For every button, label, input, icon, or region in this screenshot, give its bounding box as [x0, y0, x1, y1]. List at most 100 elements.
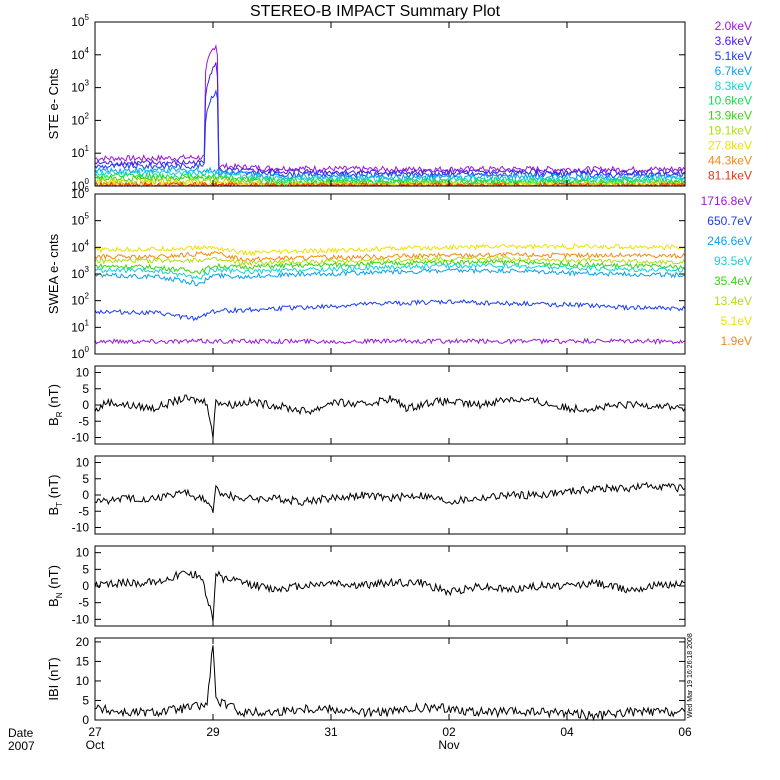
series-ste-10.6keV — [94, 171, 686, 186]
ytick-label-swea: 105 — [71, 212, 89, 228]
ytick-label-bn: 10 — [76, 546, 90, 560]
ytick-label-bmag: 10 — [76, 674, 90, 688]
legend-ste-entry: 10.6keV — [708, 94, 752, 108]
series-swea-650.7eV — [94, 298, 686, 322]
axis-box-bmag — [94, 637, 686, 721]
series-swea-5.1eV — [94, 243, 686, 257]
ytick-label-br: -10 — [72, 431, 90, 445]
legend-ste-entry: 2.0keV — [715, 19, 752, 33]
series-ste-3.6keV — [94, 62, 686, 177]
legend-ste-entry: 13.9keV — [708, 109, 752, 123]
legend-swea-entry: 650.7eV — [707, 214, 752, 228]
series-ste-2.0keV — [94, 43, 686, 174]
xtick-label: 27 — [88, 725, 102, 739]
timestamp-stamp: Wed Mar 19 16:26:18 2008 — [687, 633, 694, 718]
panel-bt: -10 -5 0 5 10 BT (nT) — [46, 455, 686, 535]
ytick-label-swea: 103 — [71, 265, 89, 281]
legend-ste-entry: 3.6keV — [715, 34, 752, 48]
x-axis-year-label: 2007 — [8, 739, 35, 753]
ylabel-bt: BT (nT) — [46, 474, 64, 515]
axis-box-swea — [94, 193, 686, 355]
legend-swea-entry: 5.1eV — [721, 314, 752, 328]
xtick-label: 02 — [442, 725, 456, 739]
series-swea-13.4eV — [94, 255, 686, 267]
legend-ste-entry: 8.3keV — [715, 79, 752, 93]
legend-ste-entry: 81.1keV — [708, 168, 752, 182]
ytick-label-swea: 100 — [71, 345, 89, 361]
axis-box-bn — [94, 545, 686, 627]
ytick-label-swea: 102 — [71, 292, 89, 308]
ytick-label-bt: 5 — [82, 472, 89, 486]
xtick-month-label: Oct — [86, 738, 105, 752]
legend-swea-entry: 93.5eV — [714, 254, 752, 268]
ytick-label-swea: 106 — [71, 185, 89, 201]
series-bt-b — [94, 481, 686, 513]
ytick-label-bt: -10 — [72, 521, 90, 535]
panel-bn: -10 -5 0 5 10 BN (nT) — [46, 545, 686, 627]
ytick-label-bn: 0 — [82, 579, 89, 593]
axis-box-bt — [94, 455, 686, 535]
ytick-label-ste: 103 — [71, 79, 89, 95]
ytick-label-bt: 0 — [82, 488, 89, 502]
ylabel-swea: SWEA e- cnts — [46, 233, 61, 314]
x-axis-date-label: Date — [8, 726, 34, 740]
series-swea-1.9eV — [94, 250, 686, 263]
panel-ste: 100 101 102 103 104 105 STE e- Cnts 2.0keV3.6ke… — [46, 13, 752, 193]
ytick-label-bmag: 0 — [82, 713, 89, 727]
series-bmag-b — [94, 645, 686, 722]
ytick-label-br: -5 — [78, 414, 89, 428]
xtick-label: 31 — [324, 725, 338, 739]
panel-bmag: 0 5 10 15 20 IBI (nT) — [46, 635, 686, 727]
series-ste-5.1keV — [94, 89, 686, 179]
legend-swea-entry: 246.6eV — [707, 234, 752, 248]
xtick-label: 04 — [560, 725, 574, 739]
x-axis-labels: Date 2007 — [8, 726, 35, 753]
panel-swea: 100 101 102 103 104 105 106 SWEA e- cnts 1716.8e… — [46, 185, 752, 361]
legend-swea-entry: 1.9eV — [721, 334, 752, 348]
series-swea-246.6eV — [94, 267, 686, 287]
series-swea-93.5eV — [94, 262, 686, 280]
legend-swea-entry: 35.4eV — [714, 274, 752, 288]
ytick-label-swea: 101 — [71, 318, 89, 334]
ylabel-ste: STE e- Cnts — [46, 68, 61, 139]
ytick-label-bn: -10 — [72, 612, 90, 626]
ytick-label-bt: 10 — [76, 456, 90, 470]
ytick-label-ste: 105 — [71, 13, 89, 29]
ylabel-bmag: IBI (nT) — [46, 657, 61, 700]
ytick-label-ste: 102 — [71, 111, 89, 127]
ytick-label-ste: 100 — [71, 177, 89, 193]
ytick-label-br: 10 — [76, 366, 90, 380]
legend-ste-entry: 19.1keV — [708, 124, 752, 138]
series-swea-1716.8eV — [94, 337, 686, 345]
axis-box-ste — [94, 21, 686, 187]
ytick-label-bmag: 15 — [76, 654, 90, 668]
series-bn-b — [94, 570, 686, 622]
legend-swea-entry: 13.4eV — [714, 294, 752, 308]
legend-ste-entry: 6.7keV — [715, 64, 752, 78]
legend-swea-entry: 1716.8eV — [701, 194, 752, 208]
ytick-label-ste: 101 — [71, 144, 89, 160]
legend-ste-entry: 27.8keV — [708, 138, 752, 152]
ytick-label-bmag: 20 — [76, 635, 90, 649]
plot-title: STEREO-B IMPACT Summary Plot — [250, 3, 501, 20]
ytick-label-bmag: 5 — [82, 693, 89, 707]
series-br-b — [94, 394, 686, 439]
ytick-label-br: 0 — [82, 398, 89, 412]
ytick-label-br: 5 — [82, 382, 89, 396]
xtick-label: 06 — [678, 725, 692, 739]
legend-ste-entry: 44.3keV — [708, 153, 752, 167]
panel-br: -10 -5 0 5 10 BR (nT) — [46, 365, 686, 445]
legend-ste-entry: 5.1keV — [715, 49, 752, 63]
ytick-label-bt: -5 — [78, 504, 89, 518]
xtick-month-label: Nov — [438, 738, 459, 752]
ytick-label-ste: 104 — [71, 46, 89, 62]
ytick-label-swea: 104 — [71, 238, 89, 254]
ylabel-bn: BN (nT) — [46, 565, 64, 607]
ytick-label-bn: -5 — [78, 596, 89, 610]
xtick-label: 29 — [206, 725, 220, 739]
ytick-label-bn: 5 — [82, 562, 89, 576]
series-swea-35.4eV — [94, 258, 686, 275]
ylabel-br: BR (nT) — [46, 384, 64, 426]
